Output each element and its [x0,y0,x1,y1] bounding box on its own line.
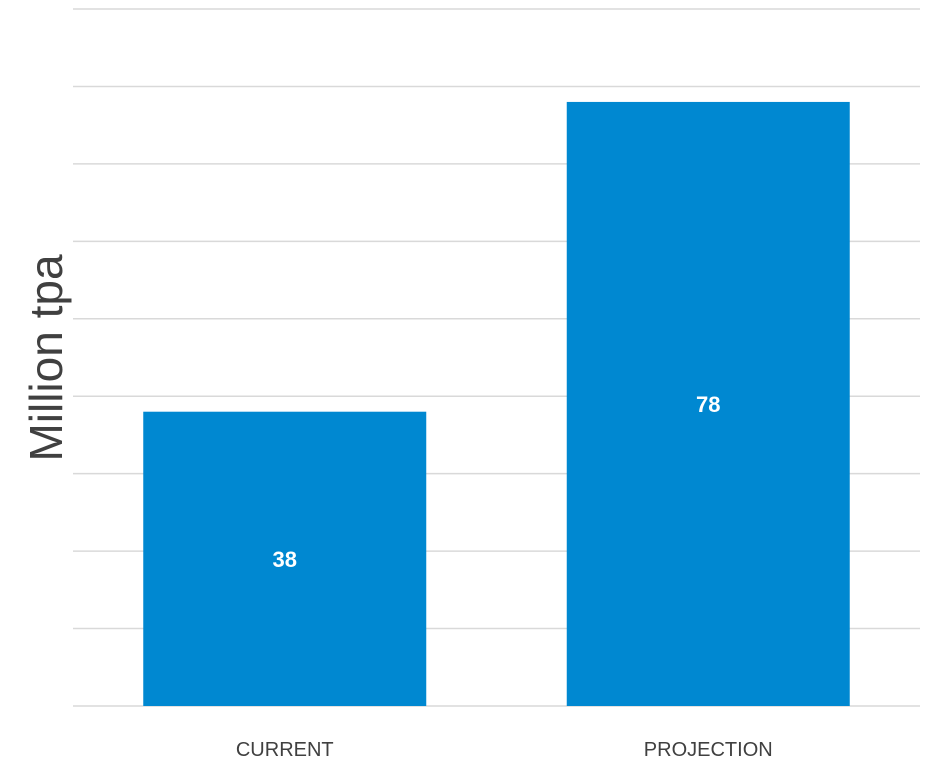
x-tick-label-projection: PROJECTION [644,739,773,761]
bar-projection [566,101,850,706]
data-label-current: 38 [273,547,297,572]
data-labels: 38 78 [273,392,721,572]
x-tick-label-current: CURRENT [236,739,334,761]
data-label-projection: 78 [696,392,720,417]
y-axis-title: Million tpa [20,254,72,462]
bar-current [143,411,427,706]
bars [143,101,850,706]
x-tick-labels: CURRENT PROJECTION [236,739,773,761]
